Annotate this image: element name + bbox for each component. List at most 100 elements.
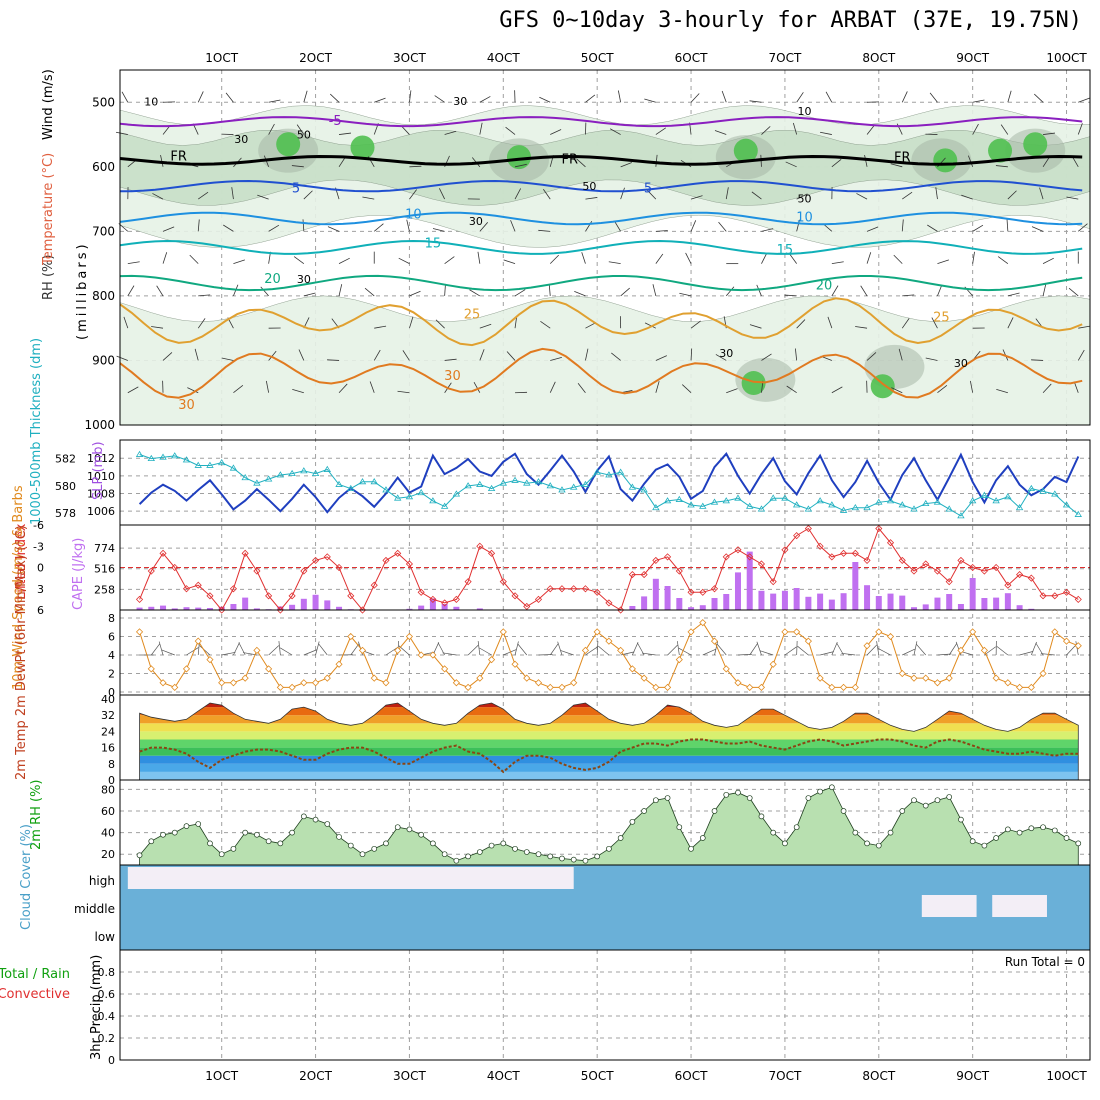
cape-bar bbox=[1028, 608, 1035, 610]
rh-tick-label: 20 bbox=[101, 848, 115, 861]
wind-barb bbox=[444, 283, 446, 296]
wind-speed-point bbox=[229, 679, 237, 687]
lifted-index-point bbox=[229, 585, 237, 593]
wind-barb bbox=[115, 131, 128, 135]
cloud-tick-label: high bbox=[89, 874, 115, 888]
thickness-point bbox=[171, 452, 179, 459]
wind-barb bbox=[510, 220, 516, 232]
cape-bar bbox=[746, 551, 753, 610]
surface-wind-barb bbox=[937, 653, 952, 656]
wind-barb bbox=[329, 93, 340, 103]
cape-bar bbox=[852, 562, 859, 610]
pressure-tick-label: 800 bbox=[92, 289, 115, 303]
lifted-index-point bbox=[898, 556, 906, 564]
cape-bar bbox=[160, 605, 167, 610]
temperature-band bbox=[139, 723, 1079, 732]
cape-bar bbox=[664, 586, 671, 610]
isotherm-line bbox=[119, 239, 1083, 255]
thickness-point bbox=[828, 501, 836, 508]
wind-barb bbox=[268, 123, 275, 135]
rh-point bbox=[183, 823, 190, 829]
wind-speed-point bbox=[699, 619, 707, 627]
wind-barb bbox=[435, 319, 445, 329]
cape-bar bbox=[324, 600, 331, 610]
wind-barb bbox=[789, 253, 797, 264]
thickness-point bbox=[229, 464, 238, 471]
lifted-index-point bbox=[171, 563, 179, 572]
wind-barb bbox=[231, 187, 234, 200]
wind-barb bbox=[1007, 90, 1012, 103]
cape-bar bbox=[840, 593, 847, 610]
wind-barb bbox=[397, 390, 410, 394]
rh-shading-green bbox=[741, 371, 766, 396]
surface-wind-barb bbox=[877, 648, 891, 656]
wind-barb bbox=[901, 91, 908, 103]
temperature-band bbox=[139, 755, 1079, 764]
isotherm-line bbox=[119, 274, 1083, 292]
surface-wind-barb bbox=[318, 643, 328, 656]
thickness-point bbox=[276, 471, 285, 478]
wind-barb bbox=[655, 355, 667, 361]
wind-barb bbox=[127, 386, 139, 394]
surface-wind-barb bbox=[831, 641, 838, 656]
wind-barb bbox=[856, 193, 868, 200]
lifted-index-point bbox=[429, 595, 437, 603]
thickness-point bbox=[393, 494, 402, 501]
wind-barb bbox=[296, 124, 305, 135]
wind-barb bbox=[409, 290, 421, 297]
thickness-point bbox=[652, 503, 660, 511]
lifted-index-point bbox=[147, 567, 155, 575]
cape-bar bbox=[253, 608, 260, 610]
wind-barb bbox=[1042, 156, 1050, 168]
lifted-index-point bbox=[722, 553, 730, 561]
cloud-tick-label: middle bbox=[74, 902, 115, 916]
rh2m-axis-label: 2m RH (%) bbox=[29, 779, 44, 850]
thickness-point bbox=[511, 476, 519, 483]
rh-point bbox=[688, 845, 694, 852]
wind-barb bbox=[786, 385, 797, 394]
lifted-index-point bbox=[441, 599, 449, 607]
rh-point bbox=[418, 831, 425, 838]
wind-barb bbox=[1043, 132, 1056, 135]
lifted-index-point bbox=[311, 556, 320, 564]
wind-speed-point bbox=[1074, 642, 1082, 650]
wind-barb bbox=[609, 128, 621, 135]
cape-bar bbox=[934, 597, 941, 610]
wind-speed-point bbox=[898, 669, 906, 678]
wind-barb bbox=[761, 252, 768, 264]
wind-barb bbox=[327, 359, 340, 361]
wind-barb bbox=[972, 224, 984, 232]
wind-barb bbox=[937, 385, 948, 394]
surface-wind-barb bbox=[759, 650, 774, 656]
wind-barb bbox=[714, 130, 727, 135]
wind-barb bbox=[795, 348, 798, 361]
temperature-tick-label: 40 bbox=[101, 693, 115, 706]
pressure-tick-label: 900 bbox=[92, 353, 115, 367]
precip-tick-label: 0.8 bbox=[98, 966, 116, 979]
lifted-index-point bbox=[1016, 571, 1024, 579]
rh-point bbox=[1075, 840, 1082, 847]
wind-barb bbox=[681, 384, 692, 394]
wind-barb bbox=[505, 126, 516, 135]
rh-point bbox=[195, 821, 202, 827]
thickness-point bbox=[863, 503, 871, 511]
wind-speed-point bbox=[570, 679, 578, 687]
wind-speed-point bbox=[1051, 628, 1059, 636]
cape-bar bbox=[453, 606, 460, 610]
wind-barb bbox=[655, 127, 667, 135]
wind-barb bbox=[969, 380, 974, 393]
lifted-index-point bbox=[488, 549, 496, 557]
thickness-point bbox=[452, 490, 461, 497]
wind-barb bbox=[293, 256, 305, 264]
millibars-axis-label: (millibars) bbox=[75, 241, 90, 340]
temperature-axis-label: Temperature (°C) bbox=[41, 153, 56, 266]
surface-wind-barb bbox=[876, 641, 880, 656]
wind-speed-point bbox=[1016, 683, 1024, 691]
rh-point bbox=[1028, 825, 1035, 832]
rh-point bbox=[171, 829, 178, 836]
wind-barb bbox=[268, 350, 277, 361]
thickness-point bbox=[311, 469, 320, 477]
wind-barb bbox=[690, 348, 693, 361]
thickness-point bbox=[1051, 490, 1059, 497]
wind-barb bbox=[929, 92, 938, 103]
